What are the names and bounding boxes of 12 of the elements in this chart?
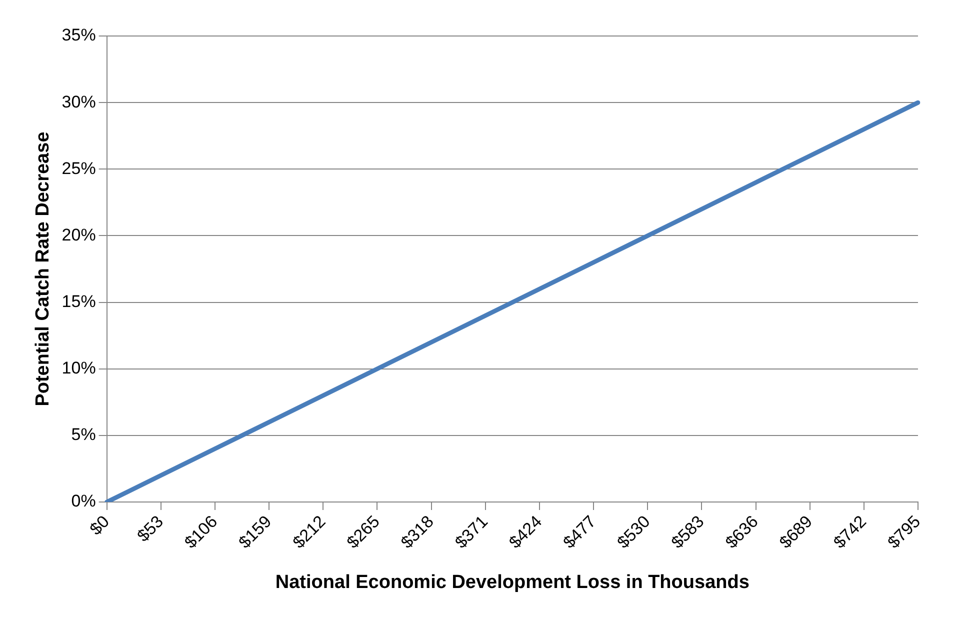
y-tick-label: 25% xyxy=(62,158,96,178)
y-tick-label: 0% xyxy=(71,492,96,511)
y-tick-label: 20% xyxy=(62,225,96,244)
x-tick-label: $0 xyxy=(86,512,113,539)
x-axis-title: National Economic Development Loss in Thousands xyxy=(275,572,750,593)
y-axis-title: Potential Catch Rate Decrease xyxy=(32,132,54,406)
y-tick-label: 35% xyxy=(62,26,96,45)
y-tick-label: 5% xyxy=(71,425,96,444)
y-tick-label: 30% xyxy=(62,92,96,112)
y-tick-label: 10% xyxy=(62,358,96,378)
y-tick-label: 15% xyxy=(62,292,96,311)
x-tick-label: $53 xyxy=(134,512,168,546)
